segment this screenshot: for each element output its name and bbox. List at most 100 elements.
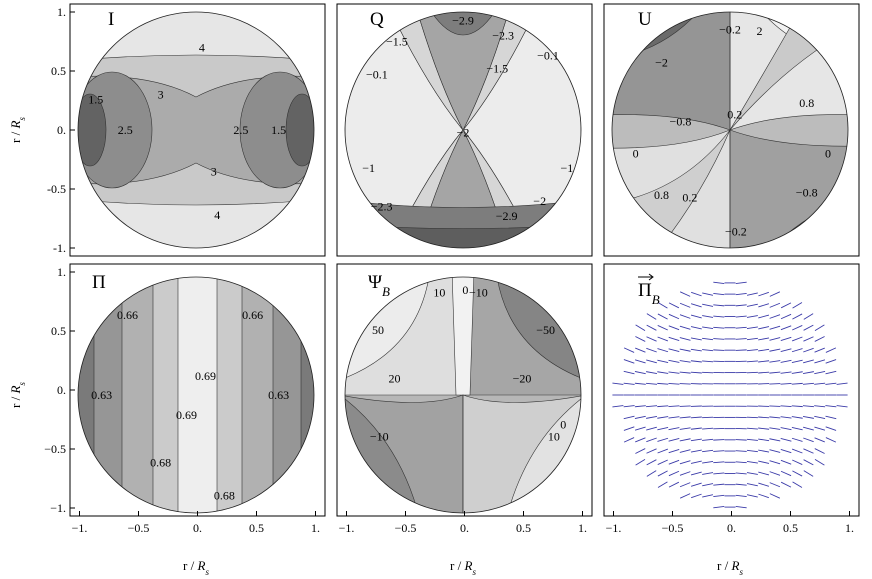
vector-segment	[690, 371, 702, 374]
vector-segment	[713, 439, 725, 441]
vector-segment	[634, 382, 646, 385]
vector-segment	[612, 382, 624, 385]
contour-label: −1.5	[486, 62, 508, 76]
vector-segment	[668, 348, 680, 352]
vector-segment	[668, 470, 680, 477]
vector-segment	[668, 416, 680, 419]
contour-label: 0.66	[117, 308, 138, 322]
vector-segment	[758, 471, 770, 476]
vector-segment	[646, 405, 658, 408]
vector-segment	[691, 291, 702, 297]
vector-segment	[635, 336, 646, 342]
x-tick-label: −1.	[606, 521, 622, 535]
vector-segment	[713, 326, 725, 329]
vector-segment	[646, 470, 657, 477]
vector-segment	[780, 470, 792, 477]
contour-label: 0.69	[195, 369, 216, 383]
vector-segment	[802, 382, 814, 385]
vector-segment	[769, 302, 781, 308]
vector-segment	[646, 347, 657, 353]
contour-label: −1.5	[386, 35, 408, 49]
vector-segment	[814, 324, 825, 331]
vector-segment	[758, 482, 770, 487]
vector-segment	[836, 382, 848, 385]
x-tick-label: 1.	[311, 521, 320, 535]
vector-segment	[646, 437, 657, 443]
x-tick-label: 0.5	[516, 521, 531, 535]
contour-label: −2.3	[492, 29, 514, 43]
vector-segment	[690, 471, 702, 476]
vector-segment	[702, 427, 714, 430]
vector-segment	[668, 438, 680, 442]
vector-segment	[814, 336, 825, 342]
vector-segment	[679, 291, 691, 297]
vector-segment	[713, 450, 725, 452]
vector-segment	[814, 347, 825, 353]
vector-segment	[746, 337, 758, 341]
vector-segment	[668, 382, 680, 385]
vector-segment	[803, 426, 814, 431]
vector-segment	[735, 505, 747, 509]
vector-segment	[758, 314, 770, 319]
x-tick-labels: −1. −0.5 0. 0.5 1.	[606, 511, 854, 535]
vector-segment	[635, 347, 646, 353]
panel-title: I	[108, 9, 114, 30]
vector-segment	[735, 304, 747, 307]
vector-segment	[746, 449, 758, 453]
vector-segment	[792, 470, 803, 477]
vector-segment	[690, 337, 702, 341]
vector-segment	[679, 449, 691, 453]
vector-segment	[702, 449, 714, 453]
vector-segment	[702, 337, 714, 341]
vector-segment	[814, 382, 826, 385]
vector-segment	[657, 470, 668, 477]
vector-segment	[646, 448, 657, 454]
vector-segment	[646, 336, 657, 342]
vector-segment	[825, 347, 837, 353]
vector-segment	[792, 302, 803, 309]
contour-label: 0.69	[176, 408, 197, 422]
y-tick-label: −1.	[50, 501, 66, 515]
vector-segment	[758, 438, 770, 442]
contour-label: 0.2	[682, 190, 697, 204]
x-tick-label: 0.	[727, 521, 736, 535]
x-tick-label: −1.	[72, 521, 88, 535]
contour-label: 20	[389, 371, 401, 385]
contour-label: −1	[560, 161, 573, 175]
vector-segment	[679, 314, 691, 319]
vector-segment	[746, 416, 758, 419]
y-tick-labels: 1. 0.5 0. -0.5 -1.	[47, 5, 75, 255]
vector-segment	[635, 437, 646, 443]
vector-segment	[713, 338, 725, 340]
vector-segment	[769, 460, 781, 465]
vector-segment	[690, 449, 702, 453]
vector-segment	[679, 337, 691, 341]
panel-title: Π	[92, 272, 106, 293]
vector-segment	[735, 494, 747, 497]
vector-segment	[746, 494, 758, 498]
vector-segment	[791, 448, 803, 454]
contour-label: 2.5	[118, 123, 133, 137]
vector-segment	[635, 448, 646, 454]
vector-segment	[679, 471, 691, 476]
vector-segment	[679, 383, 691, 385]
vector-segment	[780, 438, 792, 442]
vector-segment	[791, 359, 803, 364]
vector-segment	[836, 405, 848, 408]
vector-segment	[758, 493, 769, 499]
contour-label: −0.1	[537, 49, 559, 63]
vector-segment	[769, 416, 781, 419]
contour-label: 2.5	[233, 123, 248, 137]
vector-segment	[679, 405, 691, 407]
vector-segment	[690, 416, 702, 419]
vector-segment	[803, 448, 814, 454]
vector-segment	[679, 416, 691, 419]
vector-segment	[825, 359, 837, 364]
vector-segment	[668, 325, 680, 331]
vector-segment	[769, 449, 781, 453]
vector-segment	[780, 325, 792, 331]
vector-segment	[746, 360, 758, 363]
vector-segment	[780, 427, 792, 431]
vector-segment	[657, 405, 669, 408]
